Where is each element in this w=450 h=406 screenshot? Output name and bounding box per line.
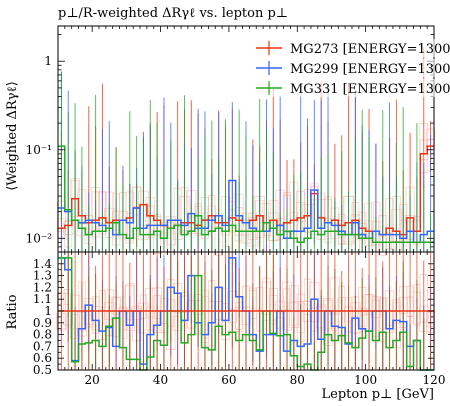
legend: MG273 [ENERGY=13000] MG299 [ENERGY=13000]… xyxy=(254,39,450,97)
x-tick-label: 120 xyxy=(423,373,446,387)
series-line xyxy=(58,145,434,244)
y-tick-label: 1.4 xyxy=(33,257,52,271)
y-tick-label: 1.3 xyxy=(33,269,52,283)
main-panel: 10⁻² 10⁻¹ 1 xyxy=(26,25,436,258)
x-axis-label: Lepton p⊥ [GeV] xyxy=(322,387,435,402)
y-tick-label: 1 xyxy=(44,54,52,68)
chart-title: p⊥/R-weighted ΔRγℓ vs. lepton p⊥ xyxy=(58,6,288,21)
legend-entry: MG331 [ENERGY=13000] xyxy=(290,82,450,97)
y-tick-label: 0.8 xyxy=(33,328,52,342)
legend-entry: MG273 [ENERGY=13000] xyxy=(290,42,450,57)
main-ylabel: ⟨Weighted ΔRγℓ⟩ xyxy=(5,81,20,191)
series-line xyxy=(58,257,434,371)
x-tick-label: 80 xyxy=(290,373,305,387)
y-tick-label: 1.1 xyxy=(33,292,52,306)
y-tick-label: 0.6 xyxy=(33,351,52,365)
x-tick-label: 20 xyxy=(85,373,100,387)
y-tick-label: 0.5 xyxy=(33,363,52,377)
y-tick-label: 1.2 xyxy=(33,280,52,294)
legend-entry: MG299 [ENERGY=13000] xyxy=(290,62,450,77)
x-tick-label: 100 xyxy=(354,373,377,387)
x-tick-label: 40 xyxy=(153,373,168,387)
legend-backdrop xyxy=(254,39,440,57)
y-tick-label: 10⁻¹ xyxy=(26,143,52,157)
y-tick-label: 0.7 xyxy=(33,339,52,353)
y-tick-label: 1 xyxy=(44,304,52,318)
x-tick-label: 60 xyxy=(221,373,236,387)
legend-backdrop xyxy=(254,59,440,77)
y-tick-label: 0.9 xyxy=(33,316,52,330)
legend-backdrop xyxy=(254,79,440,97)
y-tick-label: 10⁻² xyxy=(26,231,53,245)
ratio-ylabel: Ratio xyxy=(5,294,20,329)
ratio-panel: 20 40 60 80 100 120 0.50.60.70.80.911.11.21.31… xyxy=(33,251,446,387)
